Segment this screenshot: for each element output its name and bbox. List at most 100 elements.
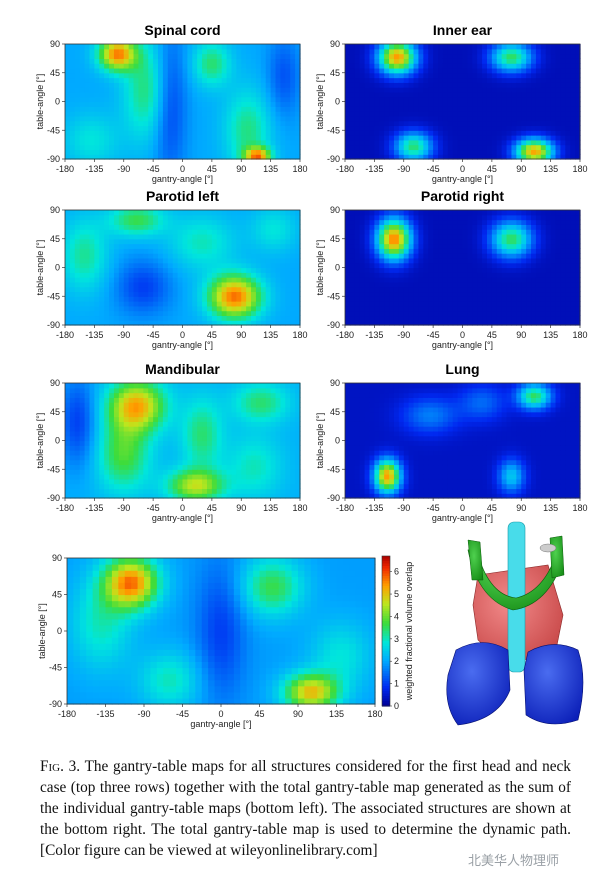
heatmap-cell [89,493,95,499]
heatmap-cell [236,277,242,283]
heatmap-cell [275,310,282,317]
heatmap-cell [109,383,115,389]
heatmap-cell [359,243,366,249]
heatmap-cell [349,291,356,297]
heatmap-cell [226,296,233,302]
heatmap-cell [290,253,296,259]
heatmap-cell [251,257,257,264]
heatmap-cell [575,144,581,151]
heatmap-cell [389,301,395,307]
heatmap-cell [231,48,237,55]
heatmap-cell [496,301,503,307]
heatmap-cell [442,253,449,259]
heatmap-cell [182,115,188,122]
heatmap-cell [467,257,473,264]
heatmap-cell [535,67,542,74]
heatmap-cell [570,219,576,225]
heatmap-cell [290,281,296,288]
heatmap-cell [182,320,188,326]
heatmap-cell [231,291,237,297]
heatmap-cell [79,277,86,283]
heatmap-cell [241,154,247,160]
heatmap-cell [521,125,527,131]
heatmap-cell [89,402,95,408]
heatmap-cell [403,67,410,74]
heatmap-cell [496,238,503,245]
heatmap-cell [153,82,159,88]
heatmap-cell [275,238,282,245]
heatmap-cell [442,82,449,88]
heatmap-cell [104,229,110,235]
heatmap-cell [570,115,576,122]
heatmap-cell [260,72,267,79]
heatmap-cell [280,106,286,112]
heatmap-cell [260,219,267,225]
heatmap-cell [65,392,71,398]
heatmap-cell [477,301,483,307]
heatmap-cell [211,53,218,59]
heatmap-cell [472,238,478,245]
heatmap-cell [89,219,95,225]
heatmap-cell [389,106,395,112]
heatmap-cell [187,262,193,269]
heatmap-cell [104,286,110,293]
heatmap-cell [187,67,193,74]
heatmap-cell [482,248,488,254]
heatmap-cell [393,87,400,93]
heatmap-cell [438,154,444,160]
heatmap-cell [408,262,415,269]
heatmap-cell [94,154,100,160]
heatmap-cell [138,63,144,69]
heatmap-cell [398,229,405,235]
heatmap-cell [99,67,105,74]
heatmap-cell [433,101,439,107]
x-tick-label: 135 [543,164,558,174]
heatmap-cell [118,238,125,245]
heatmap-cell [555,48,562,55]
heatmap-cell [521,120,527,127]
heatmap-cell [69,219,76,225]
heatmap-cell [128,101,135,107]
heatmap-cell [364,248,371,254]
heatmap-cell [236,82,242,88]
heatmap-cell [153,238,159,245]
heatmap-cell [172,320,179,326]
heatmap-cell [275,305,282,312]
heatmap-cell [565,154,571,160]
heatmap-cell [202,144,208,151]
heatmap-cell [516,238,522,245]
heatmap-cell [187,315,193,321]
heatmap-cell [270,320,277,326]
heatmap-cell [216,120,223,127]
heatmap-svg: -180 -135 -90 -45 0 45 90 135 18090450-45-90gant… [35,378,308,523]
heatmap-cell [74,257,81,264]
heatmap-cell [246,305,252,312]
heatmap-cell [457,67,464,74]
heatmap-cell [118,48,125,55]
heatmap-cell [560,291,566,297]
heatmap-cell [251,286,257,293]
heatmap-cell [118,291,125,297]
heatmap-cell [540,214,547,221]
heatmap-cell [246,233,252,240]
heatmap-cell [526,272,532,278]
heatmap-cell [167,224,174,230]
heatmap-cell [128,219,135,225]
heatmap-cell [511,91,517,98]
heatmap-cell [118,67,125,74]
heatmap-cell [216,210,223,216]
heatmap-cell [521,320,527,326]
heatmap-cell [192,257,198,264]
heatmap-cell [231,233,237,240]
heatmap-cell [555,281,562,288]
heatmap-cell [467,82,473,88]
heatmap-cell [472,139,478,146]
heatmap-cell [69,77,76,83]
heatmap-cell [79,210,86,216]
heatmap-cell [290,277,296,283]
heatmap-cell [482,214,488,221]
heatmap-cell [270,210,277,216]
heatmap-cell [545,48,552,55]
heatmap-cell [354,135,361,141]
heatmap-cell [526,144,532,151]
